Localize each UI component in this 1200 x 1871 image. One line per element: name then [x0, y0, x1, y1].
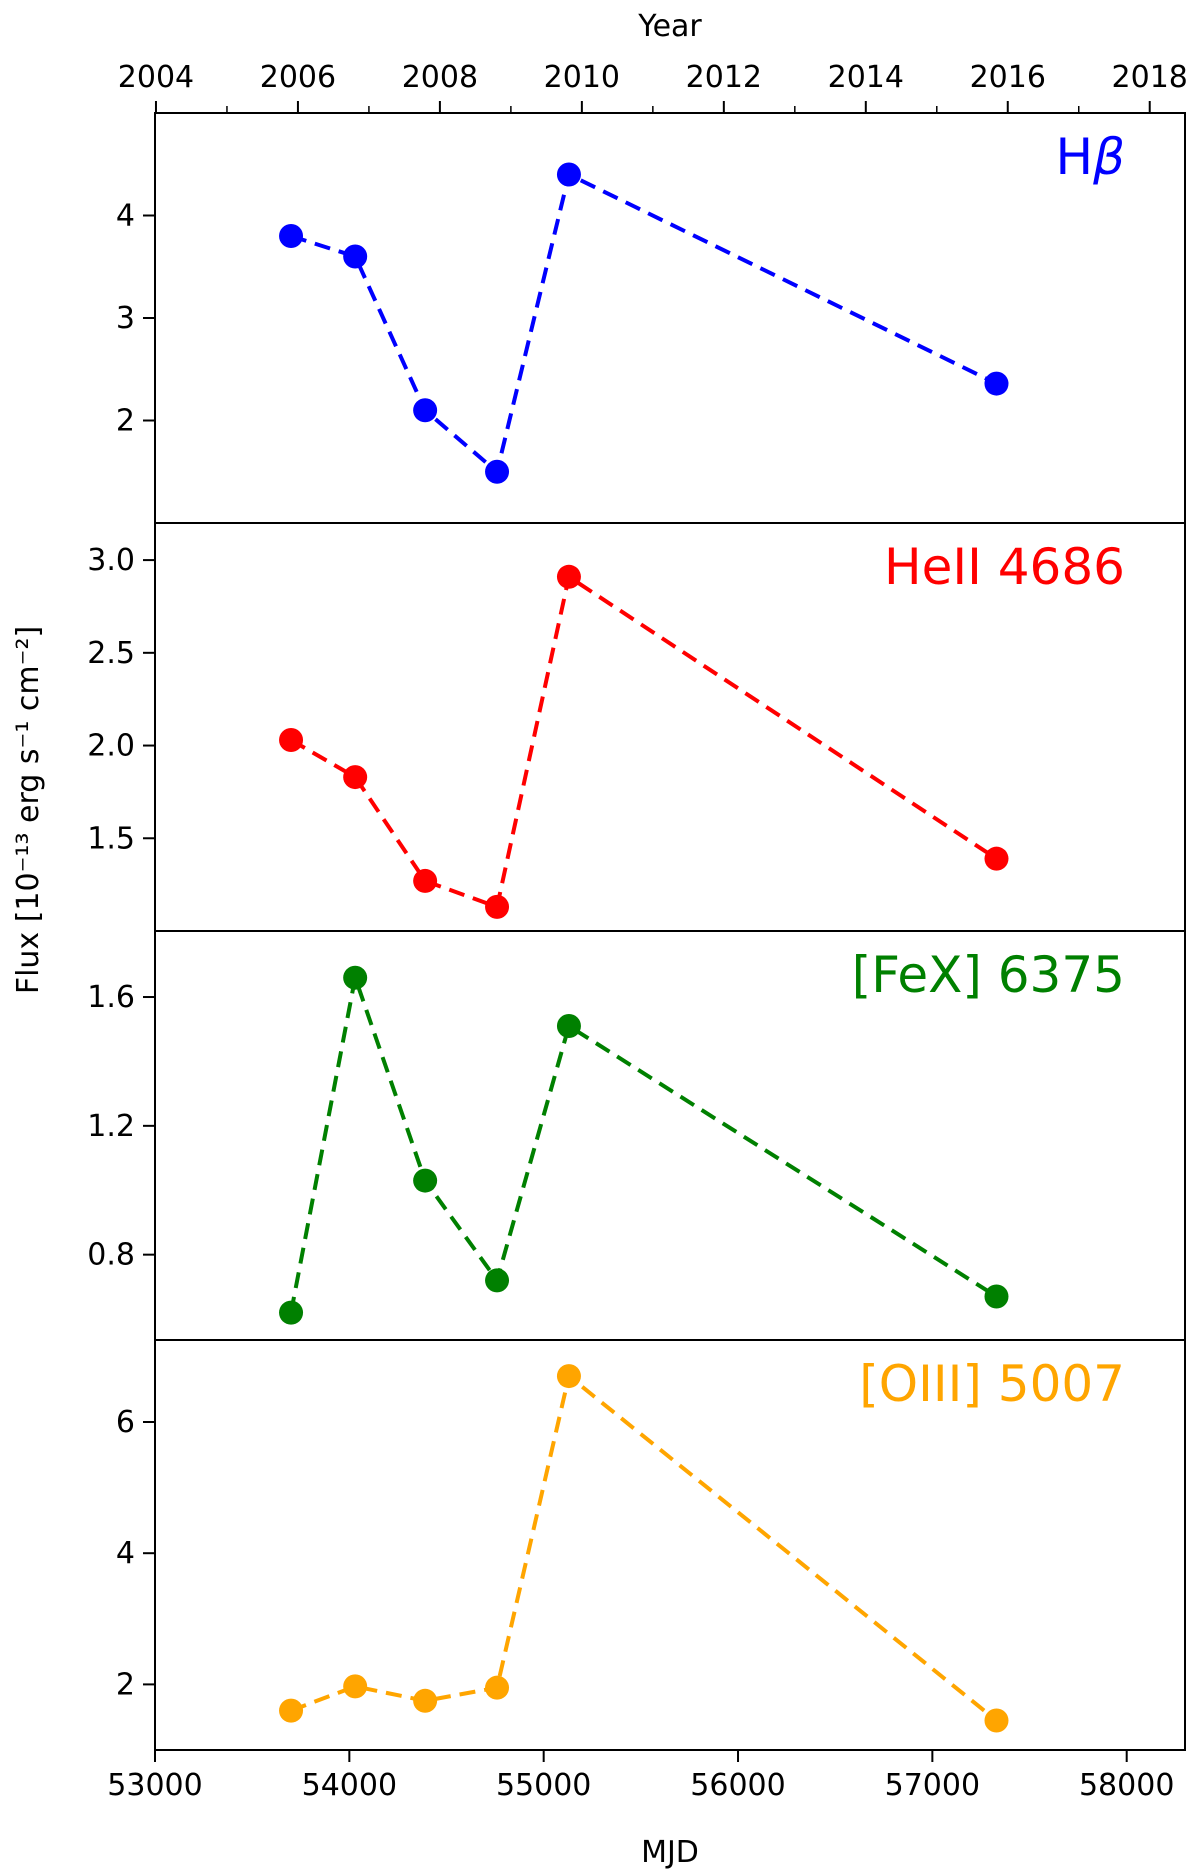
panel-2: 1.5 2.0 2.5 3.0 HeII 4686: [87, 522, 1186, 932]
x-tick-label: 55000: [496, 1768, 591, 1803]
panel-frame: [154, 112, 1186, 524]
y-tick-label: 4: [116, 199, 135, 234]
y-tick-label: 6: [116, 1405, 135, 1440]
data-point: [485, 1675, 510, 1700]
y-tick-label: 1.5: [87, 821, 135, 856]
year-tick-label: 2016: [970, 60, 1046, 95]
data-point: [279, 1300, 304, 1325]
data-point: [485, 459, 510, 484]
y-tick-label: 2.5: [87, 636, 135, 671]
panel-3: 0.8 1.2 1.6 [FeX] 6375: [87, 930, 1186, 1341]
series-line: [289, 969, 998, 1313]
y-tick-label: 2.0: [87, 729, 135, 764]
data-point: [556, 1364, 581, 1389]
panel-label: HeII 4686: [884, 538, 1125, 596]
data-point: [984, 371, 1009, 396]
panel-frame: [154, 1339, 1186, 1751]
data-point: [485, 894, 510, 919]
panel-label: [FeX] 6375: [852, 946, 1125, 1004]
bottom-mjd-axis: 53000 54000 55000 56000 57000 58000: [107, 1750, 1174, 1803]
data-point: [556, 162, 581, 187]
x-tick-label: 56000: [690, 1768, 785, 1803]
data-point: [984, 1708, 1009, 1733]
y-axis-label: Flux [10⁻¹³ erg s⁻¹ cm⁻²]: [11, 626, 46, 994]
panel-label-main: H: [1055, 128, 1093, 186]
data-point: [556, 564, 581, 589]
x-axis-label: MJD: [641, 1835, 699, 1870]
data-point: [413, 1688, 438, 1713]
y-tick-label: 2: [116, 404, 135, 439]
data-point: [413, 1168, 438, 1193]
data-point: [343, 965, 368, 990]
year-tick-label: 2006: [260, 60, 336, 95]
data-point: [343, 244, 368, 269]
x-tick-label: 57000: [885, 1768, 980, 1803]
data-point: [343, 1674, 368, 1699]
y-tick-label: 2: [116, 1667, 135, 1702]
series-line: [289, 573, 998, 910]
y-tick-label: 4: [116, 1536, 135, 1571]
data-point: [279, 224, 304, 248]
panel-label: [OIII] 5007: [859, 1355, 1125, 1413]
data-point: [343, 765, 368, 790]
top-year-axis: 2004 2006 2008 2010 2012 2014 2016 2018: [118, 60, 1188, 113]
x-tick-label: 58000: [1079, 1768, 1174, 1803]
year-tick-label: 2014: [828, 60, 904, 95]
top-axis-label: Year: [637, 9, 702, 44]
data-point: [485, 1268, 510, 1293]
series-line: [290, 171, 998, 476]
data-point: [413, 868, 438, 893]
y-tick-label: 1.6: [87, 980, 135, 1015]
y-tick-label: 1.2: [87, 1109, 135, 1144]
year-tick-label: 2018: [1112, 60, 1188, 95]
y-tick-label: 3.0: [87, 543, 135, 578]
data-point: [413, 398, 438, 423]
year-tick-label: 2010: [544, 60, 620, 95]
x-tick-label: 53000: [107, 1768, 202, 1803]
year-tick-label: 2008: [402, 60, 478, 95]
data-point: [279, 727, 304, 752]
x-tick-label: 54000: [302, 1768, 397, 1803]
data-point: [984, 846, 1009, 871]
series-line: [290, 1372, 998, 1723]
data-point: [279, 1698, 304, 1723]
y-tick-label: 3: [116, 301, 135, 336]
panel-label-italic: β: [1092, 128, 1125, 186]
y-tick-label: 0.8: [87, 1238, 135, 1273]
year-tick-label: 2004: [118, 60, 194, 95]
panel-1: 2 3 4 Hβ: [116, 112, 1186, 524]
panel-4: 2 4 6 [OIII] 5007: [116, 1339, 1186, 1751]
data-point: [556, 1014, 581, 1039]
panel-label: Hβ: [1055, 128, 1125, 186]
year-tick-label: 2012: [686, 60, 762, 95]
panels: 2 3 4 Hβ 1.5 2.0 2.5 3.0 HeII 4686 0.8 1.2 1.6 [FeX]…: [87, 112, 1186, 1751]
data-point: [984, 1284, 1009, 1309]
